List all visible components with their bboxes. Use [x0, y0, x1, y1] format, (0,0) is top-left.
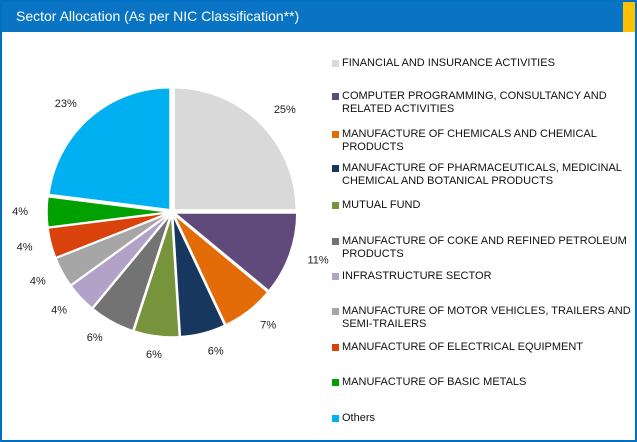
pie-slice — [173, 87, 297, 211]
legend-label: FINANCIAL AND INSURANCE ACTIVITIES — [342, 57, 555, 69]
data-label: 11% — [307, 255, 328, 267]
legend-entry: COMPUTER PROGRAMMING, CONSULTANCY AND RE… — [332, 90, 632, 116]
legend-entry: INFRASTRUCTURE SECTOR — [332, 270, 632, 283]
legend-label: Others — [342, 412, 376, 424]
legend-label: MANUFACTURE OF ELECTRICAL EQUIPMENT — [342, 341, 584, 353]
legend-entry: FINANCIAL AND INSURANCE ACTIVITIES — [332, 57, 632, 70]
legend-swatch — [332, 93, 339, 100]
legend-swatch — [332, 344, 339, 351]
pie-slice — [171, 214, 226, 338]
data-label: 6% — [208, 345, 224, 357]
pie-slice — [46, 195, 170, 229]
data-label: 6% — [87, 332, 103, 344]
data-label: 6% — [146, 349, 162, 361]
chart-title: Sector Allocation (As per NIC Classifica… — [16, 8, 300, 24]
legend-entry: MUTUAL FUND — [332, 199, 632, 212]
legend-entry: MANUFACTURE OF ELECTRICAL EQUIPMENT — [332, 341, 632, 354]
data-label: 25% — [274, 104, 296, 116]
legend-label: MANUFACTURE OF COKE AND REFINED PETROLEU… — [342, 235, 627, 260]
legend-swatch — [332, 308, 339, 315]
legend-entry: MANUFACTURE OF PHARMACEUTICALS, MEDICINA… — [332, 162, 632, 188]
pie-slice — [48, 86, 171, 211]
legend-swatch — [332, 60, 339, 67]
legend-swatch — [332, 273, 339, 280]
data-label: 23% — [55, 98, 77, 110]
legend-entry: MANUFACTURE OF COKE AND REFINED PETROLEU… — [332, 235, 632, 261]
corner-accent — [623, 2, 635, 32]
data-label: 4% — [51, 304, 67, 316]
legend-swatch — [332, 238, 339, 245]
legend-swatch — [332, 165, 339, 172]
data-label: 4% — [30, 275, 46, 287]
header: Sector Allocation (As per NIC Classifica… — [2, 2, 635, 32]
legend-entry: MANUFACTURE OF CHEMICALS AND CHEMICAL PR… — [332, 128, 632, 154]
legend-swatch — [332, 131, 339, 138]
legend-label: COMPUTER PROGRAMMING, CONSULTANCY AND RE… — [342, 90, 607, 115]
legend-entry: MANUFACTURE OF MOTOR VEHICLES, TRAILERS … — [332, 305, 632, 331]
data-label: 7% — [260, 320, 276, 332]
legend-label: MANUFACTURE OF CHEMICALS AND CHEMICAL PR… — [342, 128, 597, 153]
legend-label: INFRASTRUCTURE SECTOR — [342, 270, 492, 282]
pie-slice — [91, 214, 172, 332]
pie-slice — [172, 212, 298, 292]
pie-slice — [70, 213, 171, 310]
legend-label: MANUFACTURE OF MOTOR VEHICLES, TRAILERS … — [342, 305, 631, 330]
legend-swatch — [332, 202, 339, 209]
legend-entry: MANUFACTURE OF BASIC METALS — [332, 376, 632, 389]
pie-slice — [173, 213, 269, 326]
legend-entry: Others — [332, 412, 632, 425]
data-label: 4% — [12, 206, 28, 218]
legend-label: MUTUAL FUND — [342, 199, 421, 211]
data-label: 4% — [17, 242, 33, 254]
pie-slice — [47, 212, 170, 259]
pie-slice — [132, 214, 181, 338]
legend-label: MANUFACTURE OF BASIC METALS — [342, 376, 527, 388]
legend-swatch — [332, 379, 339, 386]
legend-swatch — [332, 415, 339, 422]
legend-label: MANUFACTURE OF PHARMACEUTICALS, MEDICINA… — [342, 162, 622, 187]
pie-slice — [54, 212, 170, 287]
